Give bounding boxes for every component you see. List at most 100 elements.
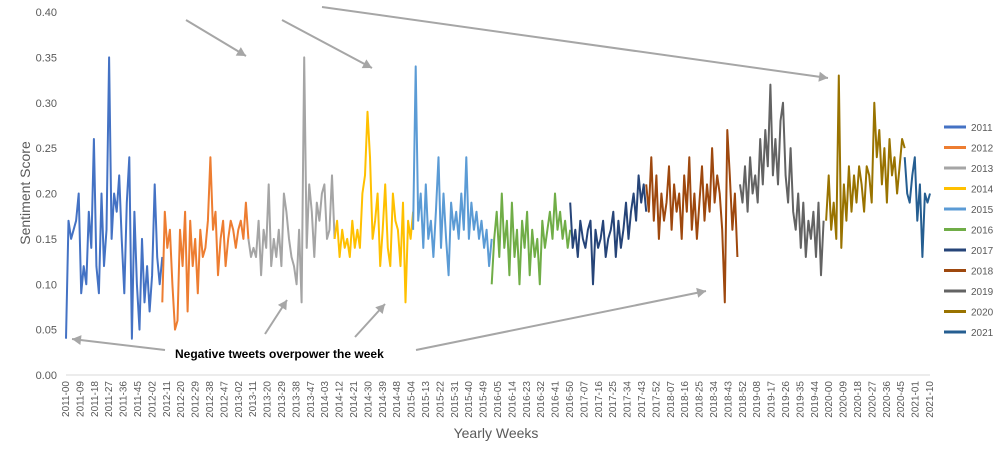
- y-tick-label: 0.40: [36, 7, 57, 19]
- x-tick-label: 2018-07: [666, 381, 677, 418]
- x-tick-label: 2017-16: [594, 381, 605, 418]
- series-line-2020: [825, 74, 906, 249]
- x-tick-label: 2015-22: [435, 381, 446, 418]
- x-tick-label: 2011-18: [90, 381, 101, 417]
- legend-label-2014: 2014: [971, 185, 994, 196]
- x-tick-label: 2014-03: [320, 381, 331, 418]
- x-tick-label: 2013-47: [306, 381, 317, 418]
- x-tick-label: 2016-50: [565, 381, 576, 418]
- x-tick-label: 2018-25: [695, 381, 706, 418]
- legend-label-2012: 2012: [971, 144, 994, 155]
- series-line-2018: [645, 129, 739, 304]
- annotation-text: Negative tweets overpower the week: [175, 347, 384, 361]
- series-line-2011: [65, 56, 164, 340]
- y-axis: 0.00 0.05 0.10 0.15 0.20 0.25 0.30 0.35 0.40: [36, 7, 57, 382]
- x-axis-title: Yearly Weeks: [454, 425, 539, 441]
- legend-label-2021: 2021: [971, 328, 994, 339]
- x-tick-label: 2018-16: [680, 381, 691, 418]
- y-tick-label: 0.15: [36, 234, 57, 246]
- x-tick-label: 2014-48: [392, 381, 403, 418]
- series-line-2013: [247, 56, 336, 304]
- x-tick-label: 2020-00: [824, 381, 835, 418]
- annotation-arrowhead: [361, 59, 372, 69]
- x-tick-label: 2017-07: [579, 381, 590, 418]
- x-tick-label: 2016-14: [507, 381, 518, 418]
- y-tick-label: 0.25: [36, 143, 57, 155]
- x-tick-label: 2017-25: [608, 381, 619, 418]
- x-tick-label: 2012-38: [205, 381, 216, 418]
- x-tick-label: 2017-34: [623, 381, 634, 418]
- x-tick-label: 2018-34: [709, 381, 720, 418]
- y-tick-label: 0.20: [36, 189, 57, 201]
- x-tick-label: 2015-49: [479, 381, 490, 418]
- x-tick-label: 2017-52: [651, 381, 662, 418]
- x-tick-label: 2013-02: [234, 381, 245, 418]
- x-tick-label: 2011-36: [119, 381, 130, 417]
- x-tick-label: 2016-41: [551, 381, 562, 418]
- annotation-arrows: [71, 6, 829, 351]
- x-tick-label: 2021-10: [925, 381, 936, 418]
- legend-label-2017: 2017: [971, 246, 994, 257]
- x-tick-label: 2019-08: [752, 381, 763, 418]
- x-tick-label: 2011-45: [133, 381, 144, 417]
- x-tick-label: 2020-27: [867, 381, 878, 418]
- x-tick-label: 2021-01: [911, 381, 922, 418]
- legend-label-2018: 2018: [971, 267, 994, 278]
- legend-label-2013: 2013: [971, 164, 994, 175]
- x-tick-label: 2012-11: [162, 381, 173, 417]
- x-tick-label: 2016-32: [536, 381, 547, 418]
- x-tick-label: 2013-29: [277, 381, 288, 418]
- x-tick-label: 2019-17: [767, 381, 778, 418]
- x-tick-label: 2016-23: [522, 381, 533, 418]
- x-tick-label: 2015-04: [407, 381, 418, 418]
- x-tick-label: 2014-39: [378, 381, 389, 418]
- legend-label-2019: 2019: [971, 287, 994, 298]
- annotation-arrowhead: [72, 335, 82, 346]
- annotation-arrowhead: [818, 71, 828, 82]
- x-tick-label: 2019-35: [795, 381, 806, 418]
- x-tick-label: 2020-36: [882, 381, 893, 418]
- x-tick-label: 2011-00: [61, 381, 72, 417]
- annotation-arrow: [281, 19, 373, 69]
- x-tick-label: 2020-09: [839, 381, 850, 418]
- x-tick-label: 2016-05: [493, 381, 504, 418]
- annotation-arrowhead: [375, 304, 385, 315]
- x-tick-label: 2014-30: [363, 381, 374, 418]
- annotation-arrow: [415, 290, 707, 351]
- annotation-arrow: [71, 338, 166, 351]
- x-tick-label: 2012-20: [176, 381, 187, 418]
- x-tick-label: 2015-13: [421, 381, 432, 418]
- annotation-arrowhead: [235, 47, 246, 56]
- y-tick-label: 0.30: [36, 98, 57, 110]
- x-tick-label: 2012-29: [191, 381, 202, 418]
- x-tick-label: 2014-21: [349, 381, 360, 418]
- series-line-2012: [161, 156, 250, 331]
- series-line-2019: [739, 83, 825, 277]
- x-tick-label: 2020-45: [896, 381, 907, 418]
- legend-label-2020: 2020: [971, 308, 994, 319]
- legend-label-2011: 2011: [971, 123, 993, 134]
- x-tick-label: 2013-11: [248, 381, 259, 417]
- x-axis: 2011-00 2011-09 2011-18 2011-27 2011-36 2011-…: [61, 374, 936, 418]
- x-tick-label: 2018-43: [723, 381, 734, 418]
- x-tick-label: 2015-31: [450, 381, 461, 418]
- series-line-2017: [569, 174, 648, 286]
- x-tick-label: 2015-40: [464, 381, 475, 418]
- y-tick-label: 0.00: [36, 370, 57, 382]
- legend-label-2015: 2015: [971, 205, 994, 216]
- x-tick-label: 2011-09: [75, 381, 86, 417]
- annotation-arrow: [185, 19, 247, 57]
- x-tick-label: 2017-43: [637, 381, 648, 418]
- annotation-arrowhead: [277, 300, 287, 311]
- series-lines: [65, 56, 931, 340]
- y-tick-label: 0.35: [36, 52, 57, 64]
- y-axis-title: Sentiment Score: [17, 141, 33, 245]
- legend: 2011 2012 2013 2014 2015 2016 2017 2018 2019 2020…: [944, 123, 994, 339]
- series-line-2021: [903, 156, 931, 258]
- x-tick-label: 2013-20: [263, 381, 274, 418]
- y-tick-label: 0.05: [36, 325, 57, 337]
- annotation-arrow: [321, 6, 829, 79]
- annotation-arrowhead: [696, 287, 706, 298]
- series-line-2016: [490, 192, 572, 286]
